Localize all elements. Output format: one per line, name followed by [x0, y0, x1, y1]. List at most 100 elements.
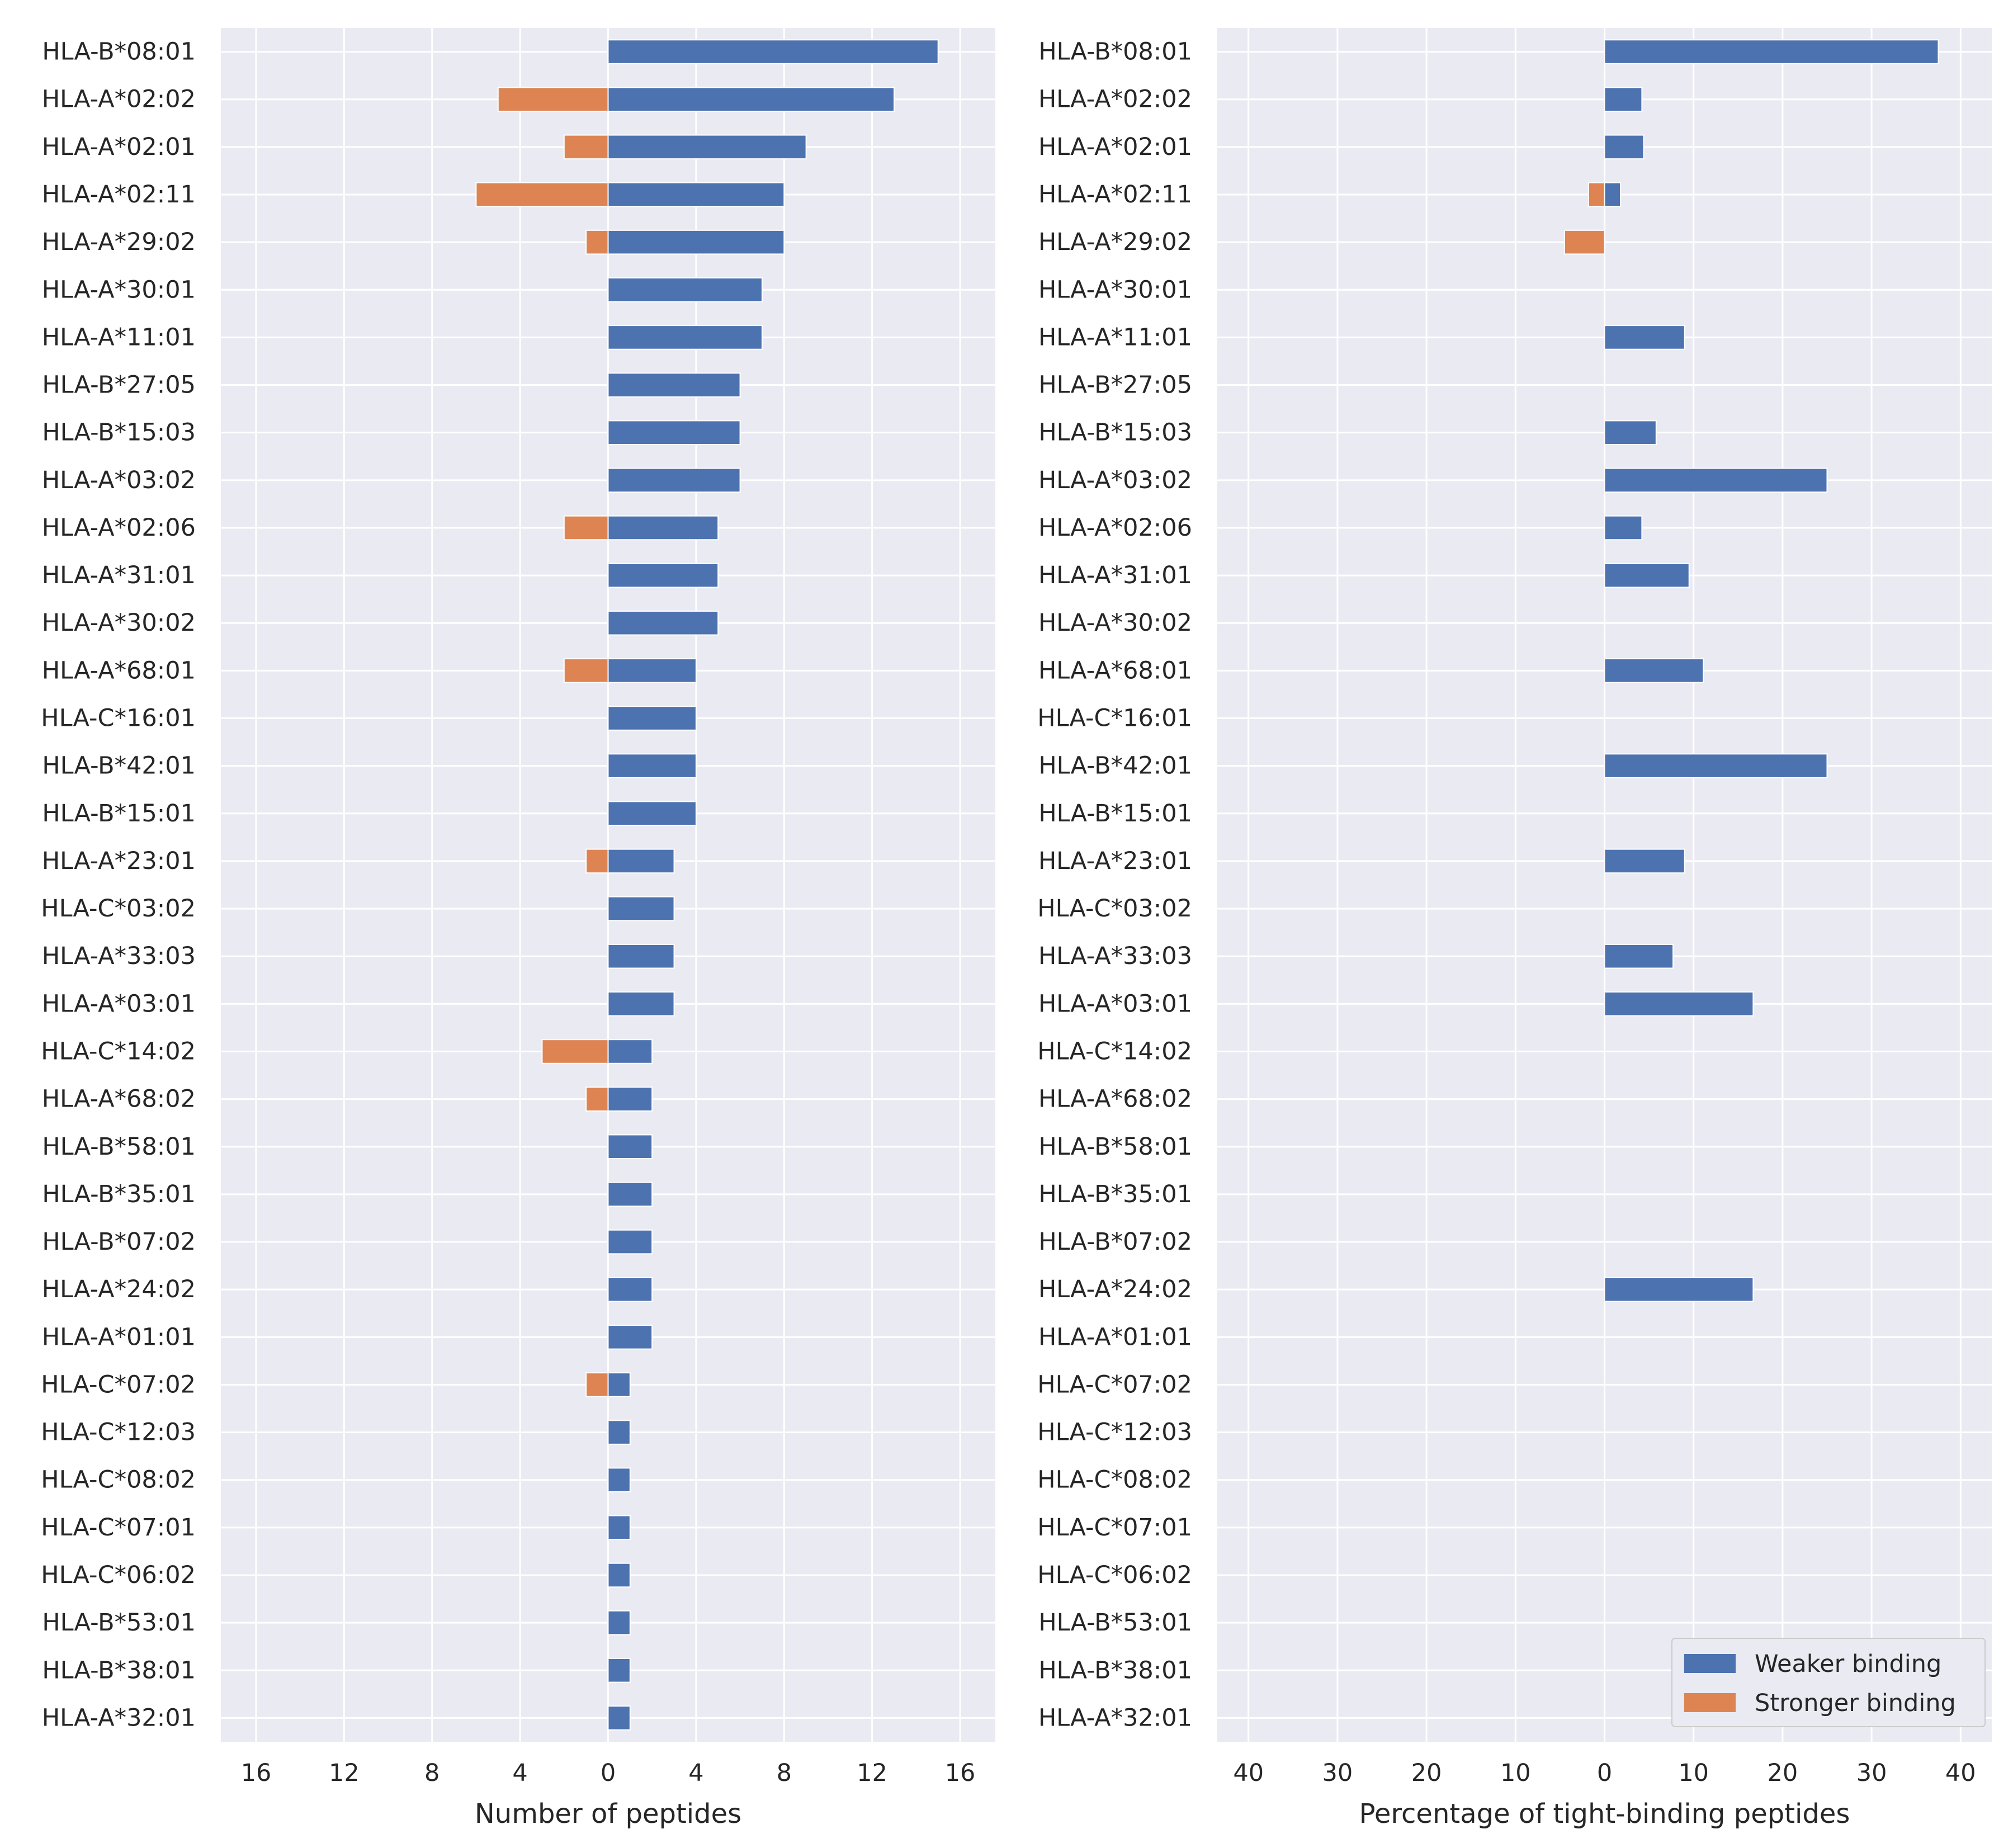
- y-tick-label: HLA-C*08:02: [1037, 1466, 1192, 1494]
- y-tick-label: HLA-B*27:05: [1038, 371, 1192, 399]
- y-tick-label: HLA-C*16:01: [1037, 705, 1192, 732]
- legend-swatch: [1684, 1693, 1736, 1712]
- y-tick-label: HLA-A*68:01: [42, 656, 196, 684]
- weaker-bar: [1604, 848, 1685, 874]
- y-tick-label: HLA-A*33:03: [42, 942, 196, 970]
- weaker-bar: [607, 848, 675, 874]
- weaker-bar: [607, 1610, 631, 1636]
- weaker-bar: [1604, 943, 1674, 969]
- y-tick-label: HLA-B*15:03: [1038, 419, 1192, 447]
- y-tick-label: HLA-B*53:01: [42, 1609, 196, 1637]
- weaker-bar: [607, 1134, 653, 1160]
- y-tick-label: HLA-B*35:01: [42, 1180, 196, 1208]
- weaker-bar: [607, 610, 719, 636]
- y-tick-label: HLA-C*03:02: [1037, 895, 1192, 923]
- y-tick-label: HLA-A*30:02: [1038, 609, 1192, 637]
- weaker-bar: [607, 753, 697, 778]
- x-tick-label: 30: [1322, 1759, 1353, 1787]
- stronger-bar: [585, 1086, 609, 1112]
- weaker-bar: [607, 658, 697, 683]
- x-tick-label: 10: [1500, 1759, 1531, 1787]
- y-tick-label: HLA-A*31:01: [1038, 561, 1192, 589]
- y-tick-label: HLA-B*08:01: [1038, 38, 1192, 66]
- x-tick-label: 12: [329, 1759, 360, 1787]
- weaker-bar: [607, 229, 785, 255]
- weaker-bar: [1604, 39, 1939, 64]
- stronger-bar: [585, 229, 609, 255]
- stronger-bar: [1563, 229, 1605, 255]
- weaker-bar: [607, 1086, 653, 1112]
- y-tick-label: HLA-C*03:02: [41, 895, 196, 923]
- y-tick-label: HLA-B*58:01: [1038, 1133, 1192, 1161]
- y-tick-label: HLA-B*38:01: [1038, 1656, 1192, 1684]
- weaker-bar: [607, 87, 895, 112]
- y-tick-label: HLA-A*31:01: [42, 561, 196, 589]
- y-tick-label: HLA-A*23:01: [42, 847, 196, 875]
- x-axis-label: Number of peptides: [475, 1798, 741, 1830]
- weaker-bar: [607, 182, 785, 207]
- x-tick-label: 0: [1597, 1759, 1612, 1787]
- weaker-bar: [607, 1420, 631, 1445]
- x-tick-label: 40: [1945, 1759, 1976, 1787]
- y-tick-label: HLA-C*07:01: [41, 1514, 196, 1542]
- x-tick-label: 16: [241, 1759, 272, 1787]
- y-tick-label: HLA-C*07:02: [41, 1370, 196, 1398]
- x-tick-label: 10: [1678, 1759, 1709, 1787]
- y-tick-label: HLA-A*02:01: [42, 133, 196, 161]
- y-tick-label: HLA-B*08:01: [42, 38, 196, 66]
- y-tick-label: HLA-C*06:02: [1037, 1561, 1192, 1589]
- stronger-bar: [585, 1372, 609, 1397]
- stronger-bar: [541, 1039, 609, 1064]
- y-tick-label: HLA-A*11:01: [1038, 323, 1192, 351]
- weaker-bar: [607, 1181, 653, 1207]
- weaker-bar: [607, 801, 697, 826]
- weaker-bar: [607, 420, 741, 445]
- weaker-bar: [607, 563, 719, 588]
- x-tick-label: 40: [1233, 1759, 1264, 1787]
- weaker-bar: [607, 1039, 653, 1064]
- x-tick-label: 8: [424, 1759, 440, 1787]
- y-tick-label: HLA-C*14:02: [1037, 1037, 1192, 1065]
- stronger-bar: [563, 658, 609, 683]
- x-tick-label: 4: [512, 1759, 527, 1787]
- x-tick-label: 0: [601, 1759, 616, 1787]
- y-tick-label: HLA-A*02:11: [42, 181, 196, 209]
- weaker-bar: [1604, 87, 1643, 112]
- y-tick-label: HLA-C*07:01: [1037, 1514, 1192, 1542]
- weaker-bar: [607, 134, 807, 160]
- weaker-bar: [1604, 467, 1828, 493]
- weaker-bar: [607, 896, 675, 921]
- y-tick-label: HLA-A*68:02: [42, 1085, 196, 1113]
- y-tick-label: HLA-B*15:03: [42, 419, 196, 447]
- y-tick-label: HLA-B*35:01: [1038, 1180, 1192, 1208]
- y-tick-label: HLA-C*14:02: [41, 1037, 196, 1065]
- y-tick-label: HLA-A*02:06: [1038, 514, 1192, 542]
- y-tick-label: HLA-A*03:01: [1038, 990, 1192, 1018]
- y-tick-label: HLA-A*32:01: [42, 1704, 196, 1732]
- weaker-bar: [607, 515, 719, 541]
- y-tick-label: HLA-B*15:01: [1038, 800, 1192, 828]
- y-tick-label: HLA-C*08:02: [41, 1466, 196, 1494]
- stronger-bar: [563, 134, 609, 160]
- weaker-bar: [1604, 325, 1685, 350]
- stronger-bar: [497, 87, 609, 112]
- y-tick-label: HLA-A*01:01: [42, 1323, 196, 1351]
- weaker-bar: [1604, 753, 1828, 778]
- weaker-bar: [607, 39, 939, 64]
- legend-box: [1671, 1638, 1986, 1727]
- y-tick-label: HLA-B*27:05: [42, 371, 196, 399]
- stronger-bar: [1587, 182, 1605, 207]
- weaker-bar: [607, 372, 741, 398]
- panel-2: HLA-B*08:01 HLA-A*02:02 HLA-A*02:01 HLA-A*0…: [1037, 28, 1992, 1830]
- y-tick-label: HLA-B*15:01: [42, 800, 196, 828]
- x-tick-label: 20: [1768, 1759, 1798, 1787]
- weaker-bar: [1604, 515, 1643, 541]
- x-tick-label: 4: [688, 1759, 703, 1787]
- y-tick-label: HLA-A*02:11: [1038, 181, 1192, 209]
- y-tick-label: HLA-A*68:02: [1038, 1085, 1192, 1113]
- weaker-bar: [607, 1277, 653, 1302]
- x-tick-label: 12: [857, 1759, 887, 1787]
- weaker-bar: [1604, 563, 1690, 588]
- x-tick-label: 30: [1856, 1759, 1887, 1787]
